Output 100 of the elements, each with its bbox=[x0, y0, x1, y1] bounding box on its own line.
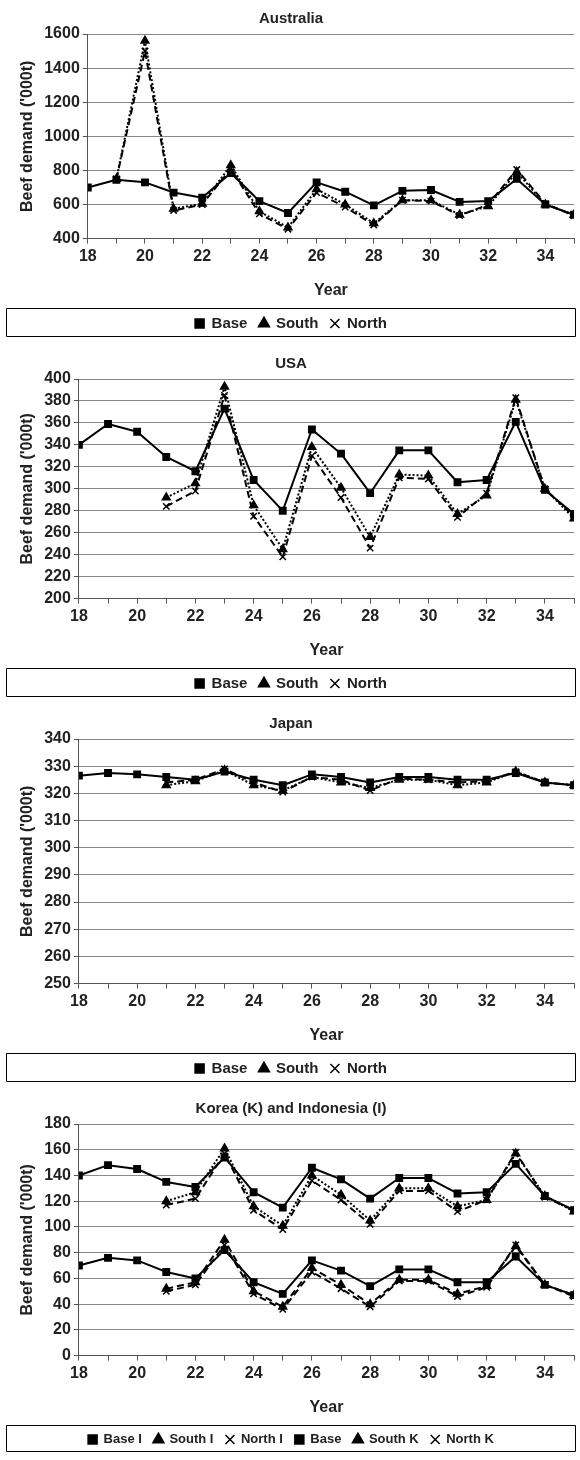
x-axis-title: Year bbox=[313, 280, 348, 298]
legend-label: North bbox=[346, 313, 387, 331]
x-tick-label: 18 bbox=[78, 246, 97, 264]
legend-label: Base I bbox=[103, 1431, 142, 1447]
chart-title: Korea (K) and Indonesia (I) bbox=[195, 1099, 387, 1117]
x-tick-label: 20 bbox=[136, 246, 154, 264]
y-tick-label: 290 bbox=[44, 865, 71, 883]
y-tick-label: 0 bbox=[61, 1346, 71, 1364]
legend-label: Base bbox=[310, 1431, 342, 1447]
x-tick-label: 22 bbox=[193, 246, 212, 264]
x-tick-label: 26 bbox=[302, 1363, 321, 1381]
x-tick-label: 32 bbox=[477, 1363, 496, 1381]
y-tick-label: 1400 bbox=[44, 58, 80, 76]
legend-label: North bbox=[346, 1058, 387, 1076]
chart-title: Australia bbox=[258, 9, 324, 27]
x-tick-label: 34 bbox=[535, 991, 554, 1009]
x-tick-label: 28 bbox=[361, 606, 380, 624]
y-tick-label: 280 bbox=[44, 892, 71, 910]
x-tick-label: 32 bbox=[479, 246, 498, 264]
chart-title: Japan bbox=[269, 714, 313, 732]
legend-label: South I bbox=[169, 1431, 214, 1447]
x-tick-label: 24 bbox=[250, 246, 269, 264]
y-tick-label: 40 bbox=[53, 1294, 71, 1312]
x-tick-label: 30 bbox=[419, 991, 438, 1009]
y-tick-label: 20 bbox=[53, 1320, 71, 1338]
x-tick-label: 30 bbox=[419, 1363, 438, 1381]
x-tick-label: 24 bbox=[244, 606, 263, 624]
x-tick-label: 22 bbox=[186, 606, 205, 624]
y-tick-label: 140 bbox=[44, 1165, 71, 1183]
y-tick-label: 220 bbox=[44, 567, 71, 585]
y-tick-label: 260 bbox=[44, 946, 71, 964]
x-tick-label: 22 bbox=[186, 1363, 205, 1381]
y-tick-label: 240 bbox=[44, 545, 71, 563]
legend-label: North bbox=[346, 673, 387, 691]
y-tick-label: 250 bbox=[44, 974, 71, 992]
x-tick-label: 34 bbox=[535, 606, 554, 624]
y-tick-label: 80 bbox=[53, 1243, 71, 1261]
y-tick-label: 330 bbox=[44, 756, 71, 774]
x-tick-label: 24 bbox=[244, 1363, 263, 1381]
x-tick-label: 30 bbox=[419, 606, 438, 624]
x-tick-label: 28 bbox=[361, 991, 380, 1009]
x-tick-label: 24 bbox=[244, 991, 263, 1009]
y-tick-label: 360 bbox=[44, 413, 71, 431]
x-tick-label: 18 bbox=[70, 1363, 88, 1381]
y-tick-label: 100 bbox=[44, 1217, 71, 1235]
y-tick-label: 280 bbox=[44, 501, 71, 519]
y-axis-title: Beef demand ('000t) bbox=[18, 1164, 36, 1316]
y-tick-label: 400 bbox=[53, 229, 80, 247]
x-tick-label: 20 bbox=[128, 991, 147, 1009]
x-axis-title: Year bbox=[309, 1025, 344, 1043]
y-tick-label: 800 bbox=[53, 160, 80, 178]
y-tick-label: 300 bbox=[44, 838, 71, 856]
x-tick-label: 26 bbox=[302, 991, 321, 1009]
y-axis-title: Beef demand ('000t) bbox=[18, 60, 36, 212]
legend-label: Base bbox=[211, 313, 248, 331]
y-tick-label: 1600 bbox=[44, 24, 80, 42]
x-tick-label: 20 bbox=[128, 606, 147, 624]
y-tick-label: 1000 bbox=[44, 126, 80, 144]
legend-label: Base bbox=[211, 1058, 248, 1076]
y-tick-label: 340 bbox=[44, 729, 71, 747]
y-axis-title: Beef demand ('000t) bbox=[18, 785, 36, 937]
y-tick-label: 300 bbox=[44, 479, 71, 497]
y-tick-label: 260 bbox=[44, 523, 71, 541]
y-tick-label: 310 bbox=[44, 810, 71, 828]
y-tick-label: 600 bbox=[53, 194, 80, 212]
y-tick-label: 60 bbox=[53, 1268, 71, 1286]
x-tick-label: 30 bbox=[422, 246, 440, 264]
x-tick-label: 26 bbox=[302, 606, 321, 624]
legend-label: Base bbox=[211, 673, 248, 691]
y-tick-label: 320 bbox=[44, 783, 71, 801]
x-tick-label: 32 bbox=[477, 606, 496, 624]
legend-label: North K bbox=[446, 1431, 495, 1447]
y-tick-label: 180 bbox=[44, 1114, 71, 1132]
legend-label: South K bbox=[368, 1431, 420, 1447]
y-tick-label: 380 bbox=[44, 391, 71, 409]
x-tick-label: 34 bbox=[536, 246, 555, 264]
y-tick-label: 1200 bbox=[44, 92, 80, 110]
chart-title: USA bbox=[275, 354, 307, 372]
legend-label: North I bbox=[240, 1431, 283, 1447]
x-tick-label: 32 bbox=[477, 991, 496, 1009]
legend-label: South bbox=[275, 1058, 319, 1076]
x-axis-title: Year bbox=[309, 640, 344, 658]
x-tick-label: 28 bbox=[364, 246, 383, 264]
x-axis-title: Year bbox=[309, 1397, 344, 1415]
x-tick-label: 34 bbox=[535, 1363, 554, 1381]
y-tick-label: 160 bbox=[44, 1140, 71, 1158]
y-tick-label: 400 bbox=[44, 369, 71, 387]
legend-label: South bbox=[275, 673, 319, 691]
x-tick-label: 20 bbox=[128, 1363, 147, 1381]
legend-label: South bbox=[275, 313, 319, 331]
y-tick-label: 320 bbox=[44, 457, 71, 475]
x-tick-label: 18 bbox=[70, 606, 88, 624]
y-tick-label: 340 bbox=[44, 435, 71, 453]
x-tick-label: 22 bbox=[186, 991, 205, 1009]
x-tick-label: 18 bbox=[70, 991, 88, 1009]
y-axis-title: Beef demand ('000t) bbox=[18, 413, 36, 565]
x-tick-label: 28 bbox=[361, 1363, 380, 1381]
y-tick-label: 270 bbox=[44, 919, 71, 937]
y-tick-label: 120 bbox=[44, 1191, 71, 1209]
x-tick-label: 26 bbox=[307, 246, 326, 264]
